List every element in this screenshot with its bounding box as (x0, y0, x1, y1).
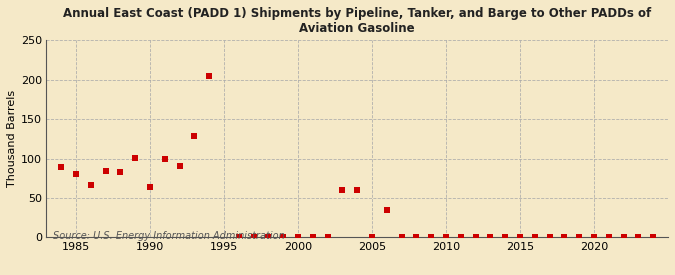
Point (263, 234, 274, 239)
Point (278, 234, 289, 239)
Point (500, 234, 511, 239)
Point (100, 169, 111, 173)
Point (71, 172, 82, 177)
Point (456, 234, 466, 239)
Point (603, 234, 614, 239)
Point (411, 234, 422, 239)
Y-axis label: Thousand Barrels: Thousand Barrels (7, 90, 17, 187)
Point (322, 234, 333, 239)
Point (144, 185, 155, 189)
Point (633, 234, 644, 239)
Point (234, 234, 244, 239)
Point (204, 73, 215, 78)
Point (248, 234, 259, 239)
Point (529, 234, 540, 239)
Point (159, 156, 170, 161)
Point (589, 234, 599, 239)
Point (574, 234, 585, 239)
Point (56, 165, 67, 169)
Point (618, 234, 629, 239)
Point (337, 188, 348, 192)
Point (544, 234, 555, 239)
Point (189, 134, 200, 139)
Point (115, 170, 126, 174)
Point (470, 234, 481, 239)
Point (426, 234, 437, 239)
Point (130, 156, 140, 160)
Point (367, 234, 377, 239)
Point (514, 234, 525, 239)
Point (86, 182, 97, 187)
Point (174, 163, 185, 168)
Point (293, 234, 304, 239)
Point (648, 234, 659, 239)
Title: Annual East Coast (PADD 1) Shipments by Pipeline, Tanker, and Barge to Other PAD: Annual East Coast (PADD 1) Shipments by … (63, 7, 651, 35)
Point (396, 234, 407, 239)
Point (441, 234, 452, 239)
Point (381, 208, 392, 212)
Point (485, 234, 496, 239)
Point (307, 234, 318, 239)
Point (352, 188, 362, 192)
Point (559, 234, 570, 239)
Text: Source: U.S. Energy Information Administration: Source: U.S. Energy Information Administ… (53, 231, 284, 241)
